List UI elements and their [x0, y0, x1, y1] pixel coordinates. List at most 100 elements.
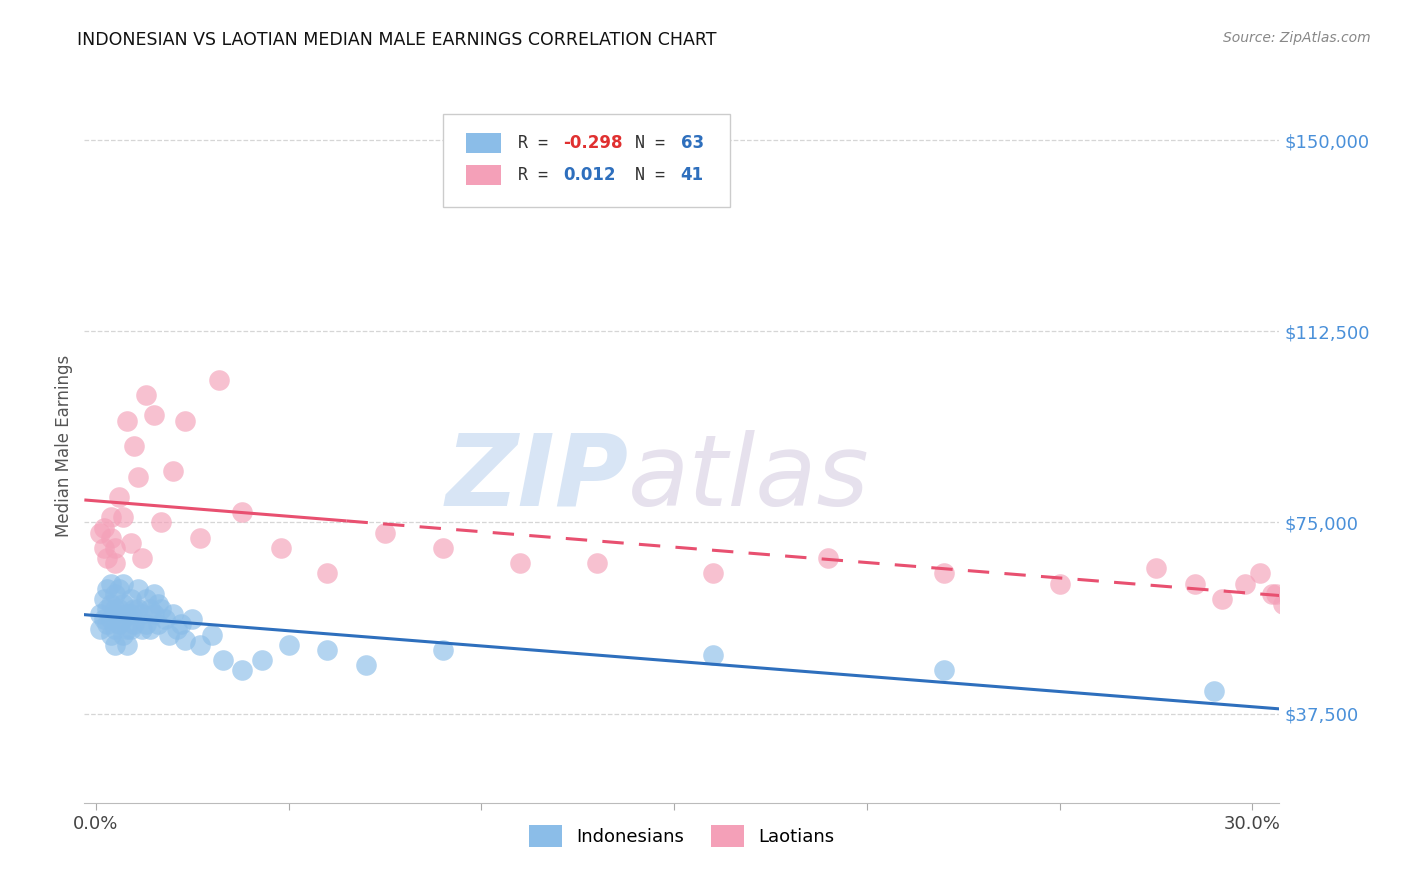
Point [932, 663, 955, 677]
Point [111, 627, 134, 641]
Point [124, 602, 146, 616]
Y-axis label: Median Male Earnings: Median Male Earnings [55, 355, 73, 537]
Point [374, 525, 396, 540]
Point [139, 602, 162, 616]
Text: INDONESIAN VS LAOTIAN MEDIAN MALE EARNINGS CORRELATION CHART: INDONESIAN VS LAOTIAN MEDIAN MALE EARNIN… [77, 31, 717, 49]
Point [702, 566, 724, 581]
Point [1249, 566, 1271, 581]
Point [115, 607, 138, 622]
Point [157, 627, 180, 641]
Point [1264, 587, 1286, 601]
Text: R =: R = [519, 166, 558, 184]
Point [432, 643, 454, 657]
Text: R =: R = [519, 134, 558, 152]
Point [93, 612, 115, 626]
Point [200, 627, 222, 641]
Point [702, 648, 724, 662]
Point [89, 607, 111, 622]
Point [108, 490, 131, 504]
Point [142, 607, 165, 622]
Point [1272, 597, 1295, 611]
Point [208, 373, 231, 387]
Point [932, 566, 955, 581]
Point [93, 541, 115, 555]
Text: atlas: atlas [628, 430, 870, 526]
Point [162, 607, 184, 622]
Point [100, 597, 122, 611]
Point [127, 469, 149, 483]
Point [120, 623, 142, 637]
Point [131, 607, 153, 622]
Point [100, 531, 122, 545]
Point [231, 663, 253, 677]
Point [155, 612, 177, 626]
Text: -0.298: -0.298 [564, 134, 623, 152]
Point [146, 617, 169, 632]
Point [188, 638, 211, 652]
Point [432, 541, 454, 555]
Point [100, 510, 122, 524]
Point [124, 617, 146, 632]
Point [120, 591, 142, 606]
Point [100, 627, 122, 641]
Point [96, 551, 118, 566]
Point [166, 623, 188, 637]
Text: N =: N = [636, 134, 675, 152]
Point [108, 602, 131, 616]
Point [96, 582, 118, 596]
Point [127, 602, 149, 616]
Point [104, 587, 127, 601]
Point [817, 551, 839, 566]
Point [115, 638, 138, 652]
Point [1049, 576, 1071, 591]
Point [170, 617, 193, 632]
Point [104, 607, 127, 622]
Text: 63: 63 [681, 134, 704, 152]
Point [93, 520, 115, 534]
Point [1233, 576, 1256, 591]
Point [509, 556, 531, 570]
Point [212, 653, 235, 667]
Text: 0.012: 0.012 [564, 166, 616, 184]
Point [316, 566, 339, 581]
Point [250, 653, 273, 667]
Point [96, 602, 118, 616]
Point [131, 623, 153, 637]
Point [146, 597, 169, 611]
Point [135, 617, 157, 632]
Point [150, 602, 173, 616]
Point [142, 409, 165, 423]
Point [142, 587, 165, 601]
Point [135, 591, 157, 606]
Point [173, 632, 195, 647]
Point [115, 623, 138, 637]
Point [135, 388, 157, 402]
Text: ZIP: ZIP [446, 430, 628, 526]
Point [131, 551, 153, 566]
Point [162, 465, 184, 479]
Point [354, 658, 377, 673]
Point [150, 516, 173, 530]
Point [181, 612, 204, 626]
Point [586, 556, 609, 570]
FancyBboxPatch shape [443, 114, 730, 207]
Point [270, 541, 292, 555]
Point [173, 413, 195, 427]
Point [108, 582, 131, 596]
Text: Source: ZipAtlas.com: Source: ZipAtlas.com [1223, 31, 1371, 45]
Point [93, 591, 115, 606]
Point [104, 638, 127, 652]
Bar [465, 165, 502, 185]
Point [104, 556, 127, 570]
Legend: Indonesians, Laotians: Indonesians, Laotians [522, 818, 842, 855]
Point [1211, 591, 1233, 606]
Point [89, 623, 111, 637]
Text: N =: N = [636, 166, 675, 184]
Point [100, 612, 122, 626]
Point [104, 541, 127, 555]
Point [111, 597, 134, 611]
Point [1144, 561, 1167, 575]
Text: 41: 41 [681, 166, 704, 184]
Point [188, 531, 211, 545]
Point [316, 643, 339, 657]
